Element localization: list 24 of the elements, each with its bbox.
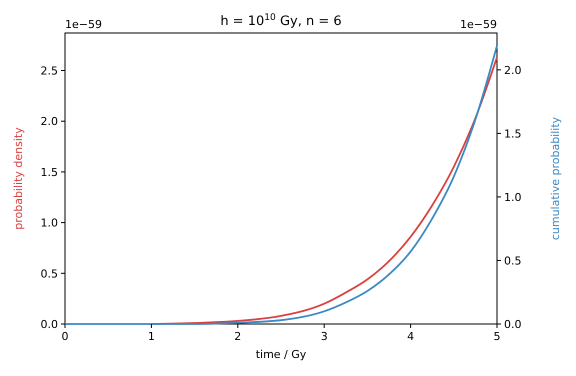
- text: 1e−59: [460, 18, 497, 31]
- y-tick-label: 1.5: [40, 166, 58, 179]
- y2-tick-label: 0.5: [504, 254, 522, 268]
- y2-tick-label: 2.0: [504, 64, 522, 77]
- y-tick-label: 0.5: [40, 267, 58, 280]
- x-tick-label: 3: [320, 330, 328, 343]
- y-axis-title: probability density: [12, 126, 25, 230]
- chart-title: h = 10$^{10}$ Gy, n = 6: [220, 13, 342, 29]
- x-tick-label: 0: [62, 330, 68, 343]
- y2-tick-label: 0.0: [504, 318, 522, 331]
- line-series: [64, 44, 498, 325]
- x-tick-label: 5: [494, 330, 500, 343]
- y2-tick-label: 1.0: [504, 190, 522, 204]
- y-tick-label: 0.0: [40, 318, 58, 331]
- y-tick-label: 1.0: [40, 216, 58, 230]
- y2-axis-title: cumulative probability: [549, 116, 562, 240]
- x-axis-title: time / Gy: [256, 348, 307, 361]
- text: 1e−59: [65, 18, 102, 31]
- x-tick-label: 1: [148, 330, 155, 343]
- x-tick-label: 4: [407, 330, 414, 343]
- x-tick-label: 2: [234, 330, 242, 343]
- y2-tick-label: 1.5: [504, 127, 522, 140]
- y-tick-label: 2.0: [40, 115, 58, 128]
- y-tick-label: 2.5: [40, 64, 58, 78]
